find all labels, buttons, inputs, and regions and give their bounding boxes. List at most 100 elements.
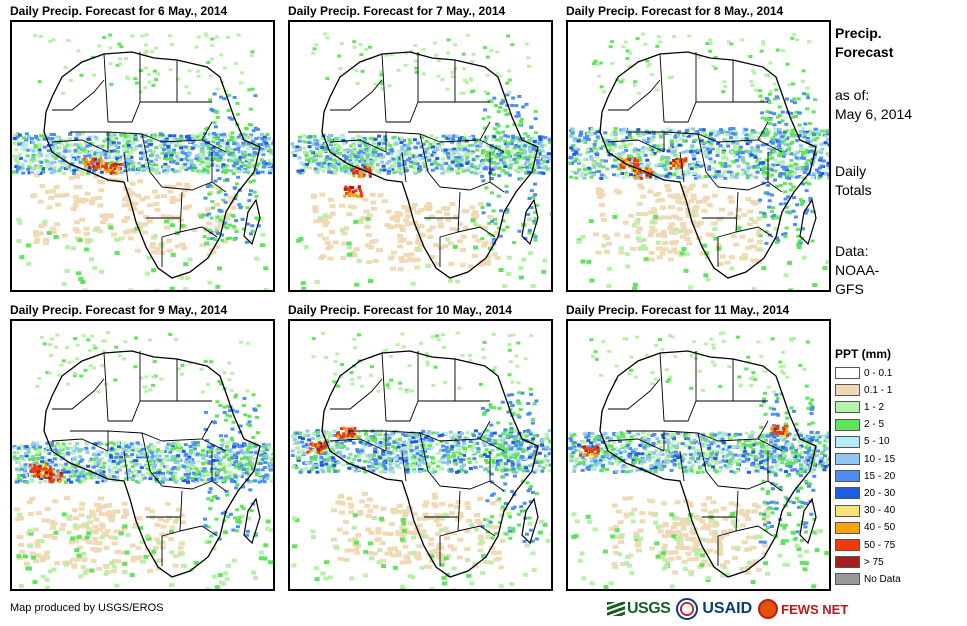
precip-cell — [46, 149, 51, 153]
precip-cell — [88, 149, 93, 153]
precip-cell — [643, 153, 648, 157]
precip-cell — [147, 139, 152, 143]
precip-cell — [138, 151, 143, 155]
precip-cell — [39, 558, 46, 563]
precip-cell — [601, 90, 606, 94]
precip-cell — [252, 190, 257, 194]
precip-cell — [503, 108, 508, 112]
precip-cell — [433, 161, 438, 165]
precip-cell — [770, 173, 775, 177]
precip-cell — [636, 169, 640, 173]
precip-cell — [634, 160, 638, 164]
precip-cell — [666, 149, 671, 153]
precip-cell — [322, 137, 327, 141]
precip-cell — [772, 97, 777, 101]
precip-cell — [96, 165, 100, 169]
precip-cell — [679, 200, 686, 205]
precip-cell — [79, 73, 84, 77]
precip-cell — [800, 168, 805, 172]
precip-cell — [115, 159, 120, 163]
precip-cell — [593, 232, 600, 237]
precip-cell — [163, 518, 170, 523]
precip-cell — [695, 151, 700, 155]
precip-cell — [244, 126, 249, 130]
precip-cell — [588, 171, 593, 175]
precip-cell — [483, 139, 488, 143]
precip-cell — [756, 136, 761, 140]
precip-cell — [116, 150, 121, 154]
precip-cell — [459, 91, 464, 95]
precip-cell — [664, 156, 669, 160]
precip-cell — [613, 232, 620, 237]
precip-cell — [764, 97, 769, 101]
precip-cell — [320, 146, 325, 150]
precip-cell — [738, 148, 743, 152]
precip-cell — [127, 162, 132, 166]
precip-cell — [70, 207, 77, 212]
precip-cell — [658, 163, 663, 167]
precip-cell — [632, 159, 636, 163]
precip-cell — [396, 161, 401, 165]
precip-cell — [643, 246, 649, 251]
precip-cell — [150, 515, 156, 520]
precip-cell — [698, 128, 703, 132]
precip-cell — [502, 157, 507, 161]
precip-cell — [813, 143, 818, 147]
precip-cell — [102, 152, 107, 156]
precip-cell — [633, 163, 637, 167]
precip-cell — [672, 172, 677, 176]
precip-cell — [531, 147, 536, 151]
precip-cell — [91, 73, 96, 77]
precip-cell — [246, 516, 252, 521]
precip-cell — [212, 109, 217, 113]
precip-cell — [76, 271, 82, 276]
precip-cell — [470, 59, 475, 63]
precip-cell — [363, 165, 367, 169]
precip-cell — [713, 66, 718, 70]
precip-cell — [506, 112, 511, 116]
precip-cell — [241, 144, 246, 148]
precip-cell — [775, 162, 780, 166]
precip-cell — [773, 133, 778, 137]
precip-cell — [523, 236, 528, 240]
precip-cells — [568, 32, 829, 290]
precip-cell — [26, 135, 31, 139]
precip-cell — [636, 226, 643, 231]
precip-cell — [183, 162, 188, 166]
precip-cell — [583, 167, 588, 171]
precip-cell — [490, 148, 495, 152]
precip-cell — [613, 188, 620, 193]
precip-cell — [574, 176, 579, 180]
precip-cell — [484, 186, 489, 190]
precip-cell — [78, 168, 83, 172]
precip-cell — [797, 111, 802, 115]
precip-cell — [225, 144, 230, 148]
precip-cell — [265, 526, 271, 531]
precip-cell — [417, 157, 422, 161]
panel-title: Daily Precip. Forecast for 9 May., 2014 — [10, 303, 228, 317]
precip-cell — [239, 81, 244, 85]
precip-cell — [108, 46, 113, 50]
precip-cell — [152, 545, 159, 550]
precip-cell — [313, 154, 318, 158]
precip-cell — [155, 154, 160, 158]
precip-cell — [676, 131, 681, 135]
precip-cell — [192, 447, 197, 451]
precip-cell — [525, 162, 530, 166]
precip-cell — [395, 150, 400, 154]
precip-cell — [489, 177, 494, 181]
precip-cell — [800, 176, 805, 180]
precip-cell — [191, 137, 196, 141]
precip-cell — [655, 144, 660, 148]
precip-cell — [640, 194, 647, 199]
precip-cell — [170, 185, 177, 190]
precip-cell — [138, 463, 143, 467]
precip-cell — [124, 150, 129, 154]
precip-cell — [351, 142, 356, 146]
precip-cell — [707, 167, 712, 171]
precip-cell — [598, 146, 603, 150]
precip-cell — [723, 162, 728, 166]
country-border — [767, 152, 783, 193]
precip-cell — [248, 232, 253, 236]
precip-cell — [251, 179, 256, 183]
